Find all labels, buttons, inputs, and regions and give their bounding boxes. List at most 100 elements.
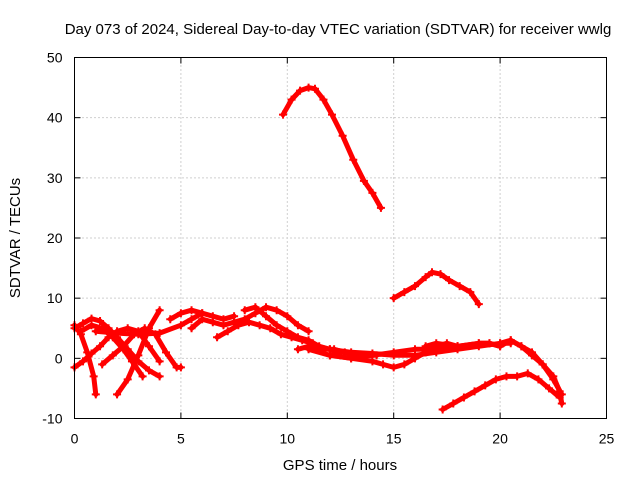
data-point — [436, 270, 445, 279]
data-point — [98, 360, 107, 369]
data-point — [96, 342, 105, 351]
data-point — [349, 155, 358, 164]
data-point — [187, 324, 196, 333]
data-point — [251, 303, 260, 312]
data-point — [123, 375, 132, 384]
data-point — [455, 282, 464, 291]
data-point — [272, 306, 281, 315]
data-point — [368, 188, 377, 197]
data-point — [187, 315, 196, 324]
y-tick-label: 10 — [47, 290, 63, 306]
data-point — [485, 339, 494, 348]
data-point — [466, 288, 475, 297]
x-axis-label: GPS time / hours — [283, 457, 397, 474]
data-point — [304, 83, 313, 92]
data-point — [389, 348, 398, 357]
data-point — [379, 360, 388, 369]
data-point — [545, 384, 554, 393]
data-point — [113, 390, 122, 399]
data-point — [240, 306, 249, 315]
data-point — [449, 399, 458, 408]
data-point — [96, 317, 105, 326]
data-point — [293, 321, 302, 330]
series-line — [391, 269, 482, 307]
x-tick-label: 25 — [599, 431, 615, 447]
data-point — [276, 330, 285, 339]
data-point — [513, 372, 522, 381]
data-point — [428, 268, 437, 277]
data-point — [304, 327, 313, 336]
data-point — [144, 366, 153, 375]
y-tick-label: 50 — [47, 50, 63, 66]
data-point — [208, 318, 217, 327]
data-point — [234, 321, 243, 330]
series-arc-07 — [113, 306, 164, 399]
data-point — [223, 327, 232, 336]
data-point — [283, 312, 292, 321]
data-point — [421, 342, 430, 351]
data-point — [347, 354, 356, 363]
data-point — [549, 372, 558, 381]
x-tick-label: 10 — [280, 431, 296, 447]
series-line — [280, 85, 384, 211]
data-point — [432, 339, 441, 348]
y-tick-label: 0 — [55, 350, 63, 366]
data-point — [123, 324, 132, 333]
data-point — [470, 387, 479, 396]
axis-ticks: 0 5 10 15 20 25 -10 0 10 20 30 40 50 — [42, 50, 614, 447]
series-arc-11 — [187, 303, 313, 336]
data-point — [534, 375, 543, 384]
x-tick-label: 5 — [177, 431, 185, 447]
data-point — [481, 381, 490, 390]
data-point — [176, 321, 185, 330]
data-point — [255, 321, 264, 330]
data-point — [474, 339, 483, 348]
x-tick-label: 15 — [386, 431, 402, 447]
data-point — [421, 273, 430, 282]
data-point — [91, 327, 100, 336]
data-point — [368, 351, 377, 360]
series-line — [497, 337, 565, 406]
y-axis-label: SDTVAR / TECUs — [7, 178, 24, 298]
data-point — [113, 329, 122, 338]
data-point — [140, 324, 149, 333]
series-arc-02 — [389, 268, 483, 309]
data-point — [83, 348, 92, 357]
chart-title: Day 073 of 2024, Sidereal Day-to-day VTE… — [65, 21, 612, 38]
data-point — [155, 329, 164, 338]
series-arc-01 — [279, 83, 385, 212]
data-point — [438, 405, 447, 414]
data-point — [155, 306, 164, 315]
data-point — [410, 345, 419, 354]
data-point — [376, 203, 385, 212]
data-point — [79, 357, 88, 366]
data-point — [338, 131, 347, 140]
data-point — [176, 309, 185, 318]
data-point — [538, 360, 547, 369]
data-point — [79, 319, 88, 328]
data-point — [459, 393, 468, 402]
data-point — [359, 176, 368, 185]
data-point — [219, 321, 228, 330]
data-point — [453, 342, 462, 351]
data-point — [266, 324, 275, 333]
grid — [74, 57, 607, 419]
data-point — [166, 315, 175, 324]
data-point — [272, 321, 281, 330]
data-point — [162, 348, 171, 357]
data-point — [400, 288, 409, 297]
data-point — [502, 372, 511, 381]
data-point — [89, 372, 98, 381]
data-point — [76, 327, 85, 336]
data-point — [91, 390, 100, 399]
data-point — [304, 345, 313, 354]
data-point — [138, 372, 147, 381]
data-point — [327, 110, 336, 119]
data-point — [491, 375, 500, 384]
y-tick-label: 20 — [47, 230, 63, 246]
data-point — [287, 95, 296, 104]
data-point — [187, 306, 196, 315]
y-tick-label: 30 — [47, 170, 63, 186]
data-point — [528, 348, 537, 357]
data-point — [119, 342, 128, 351]
